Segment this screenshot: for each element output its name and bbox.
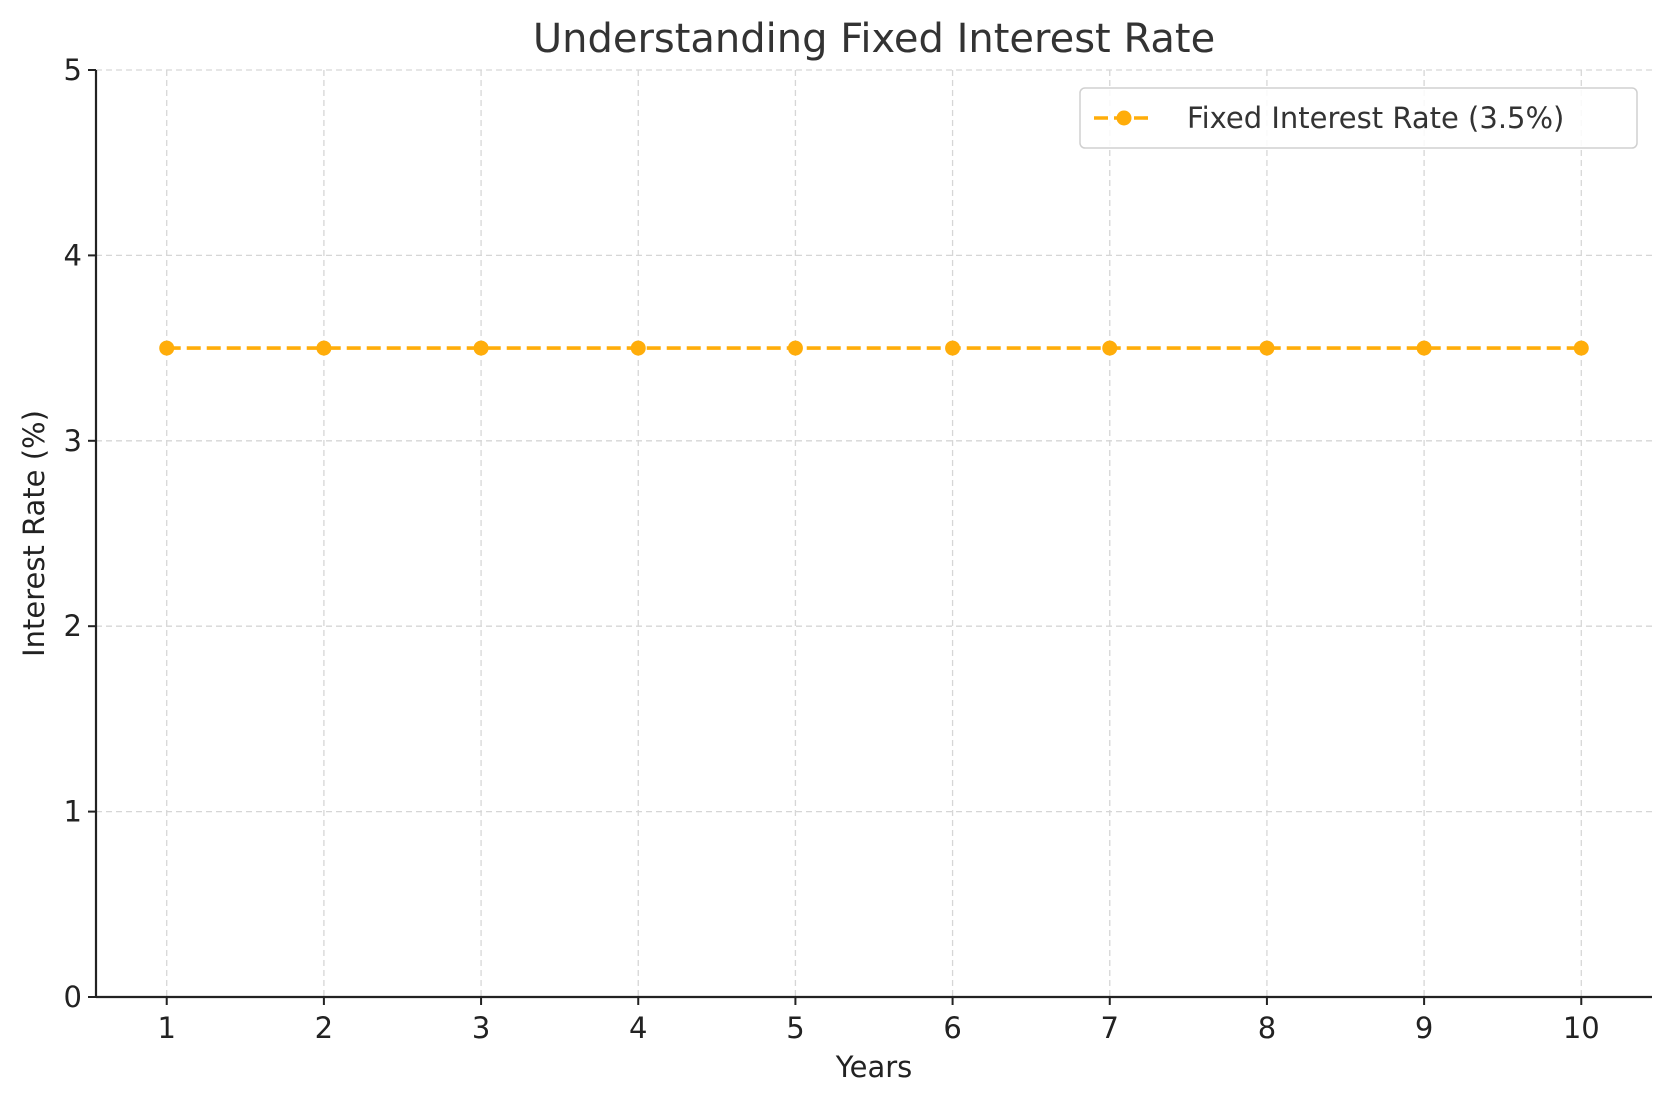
y-tick-label: 3 — [64, 424, 82, 458]
data-point — [1416, 340, 1432, 356]
data-point — [1259, 340, 1275, 356]
y-tick-label: 0 — [64, 980, 82, 1014]
y-tick-label: 5 — [64, 53, 82, 87]
data-point — [1102, 340, 1118, 356]
data-point — [787, 340, 803, 356]
x-tick-label: 2 — [315, 1011, 333, 1045]
legend: Fixed Interest Rate (3.5%) — [1079, 87, 1638, 149]
x-axis-ticks: 1 2 3 4 5 6 7 8 9 10 — [158, 997, 1600, 1045]
data-point — [630, 340, 646, 356]
x-tick-label: 8 — [1258, 1011, 1276, 1045]
x-tick-label: 5 — [786, 1011, 804, 1045]
x-axis-label: Years — [835, 1050, 913, 1084]
y-tick-label: 4 — [64, 238, 82, 272]
data-point — [159, 340, 175, 356]
x-tick-label: 6 — [943, 1011, 961, 1045]
x-tick-label: 10 — [1563, 1011, 1600, 1045]
legend-marker-swatch — [1116, 110, 1132, 126]
data-point — [473, 340, 489, 356]
chart-title: Understanding Fixed Interest Rate — [533, 16, 1215, 62]
grid — [96, 69, 1652, 997]
x-tick-label: 3 — [472, 1011, 490, 1045]
data-point — [1573, 340, 1589, 356]
series-layer — [159, 340, 1589, 356]
y-axis-ticks: 0 1 2 3 4 5 — [64, 53, 96, 1014]
y-tick-label: 2 — [64, 609, 82, 643]
legend-entry-label: Fixed Interest Rate (3.5%) — [1187, 101, 1564, 135]
x-tick-label: 7 — [1101, 1011, 1119, 1045]
data-point — [316, 340, 332, 356]
x-tick-label: 9 — [1415, 1011, 1433, 1045]
x-tick-label: 1 — [158, 1011, 176, 1045]
x-tick-label: 4 — [629, 1011, 647, 1045]
data-point — [945, 340, 961, 356]
axes — [94, 70, 1652, 999]
legend-box — [1079, 87, 1638, 149]
y-tick-label: 1 — [64, 795, 82, 829]
y-axis-label: Interest Rate (%) — [17, 410, 51, 657]
